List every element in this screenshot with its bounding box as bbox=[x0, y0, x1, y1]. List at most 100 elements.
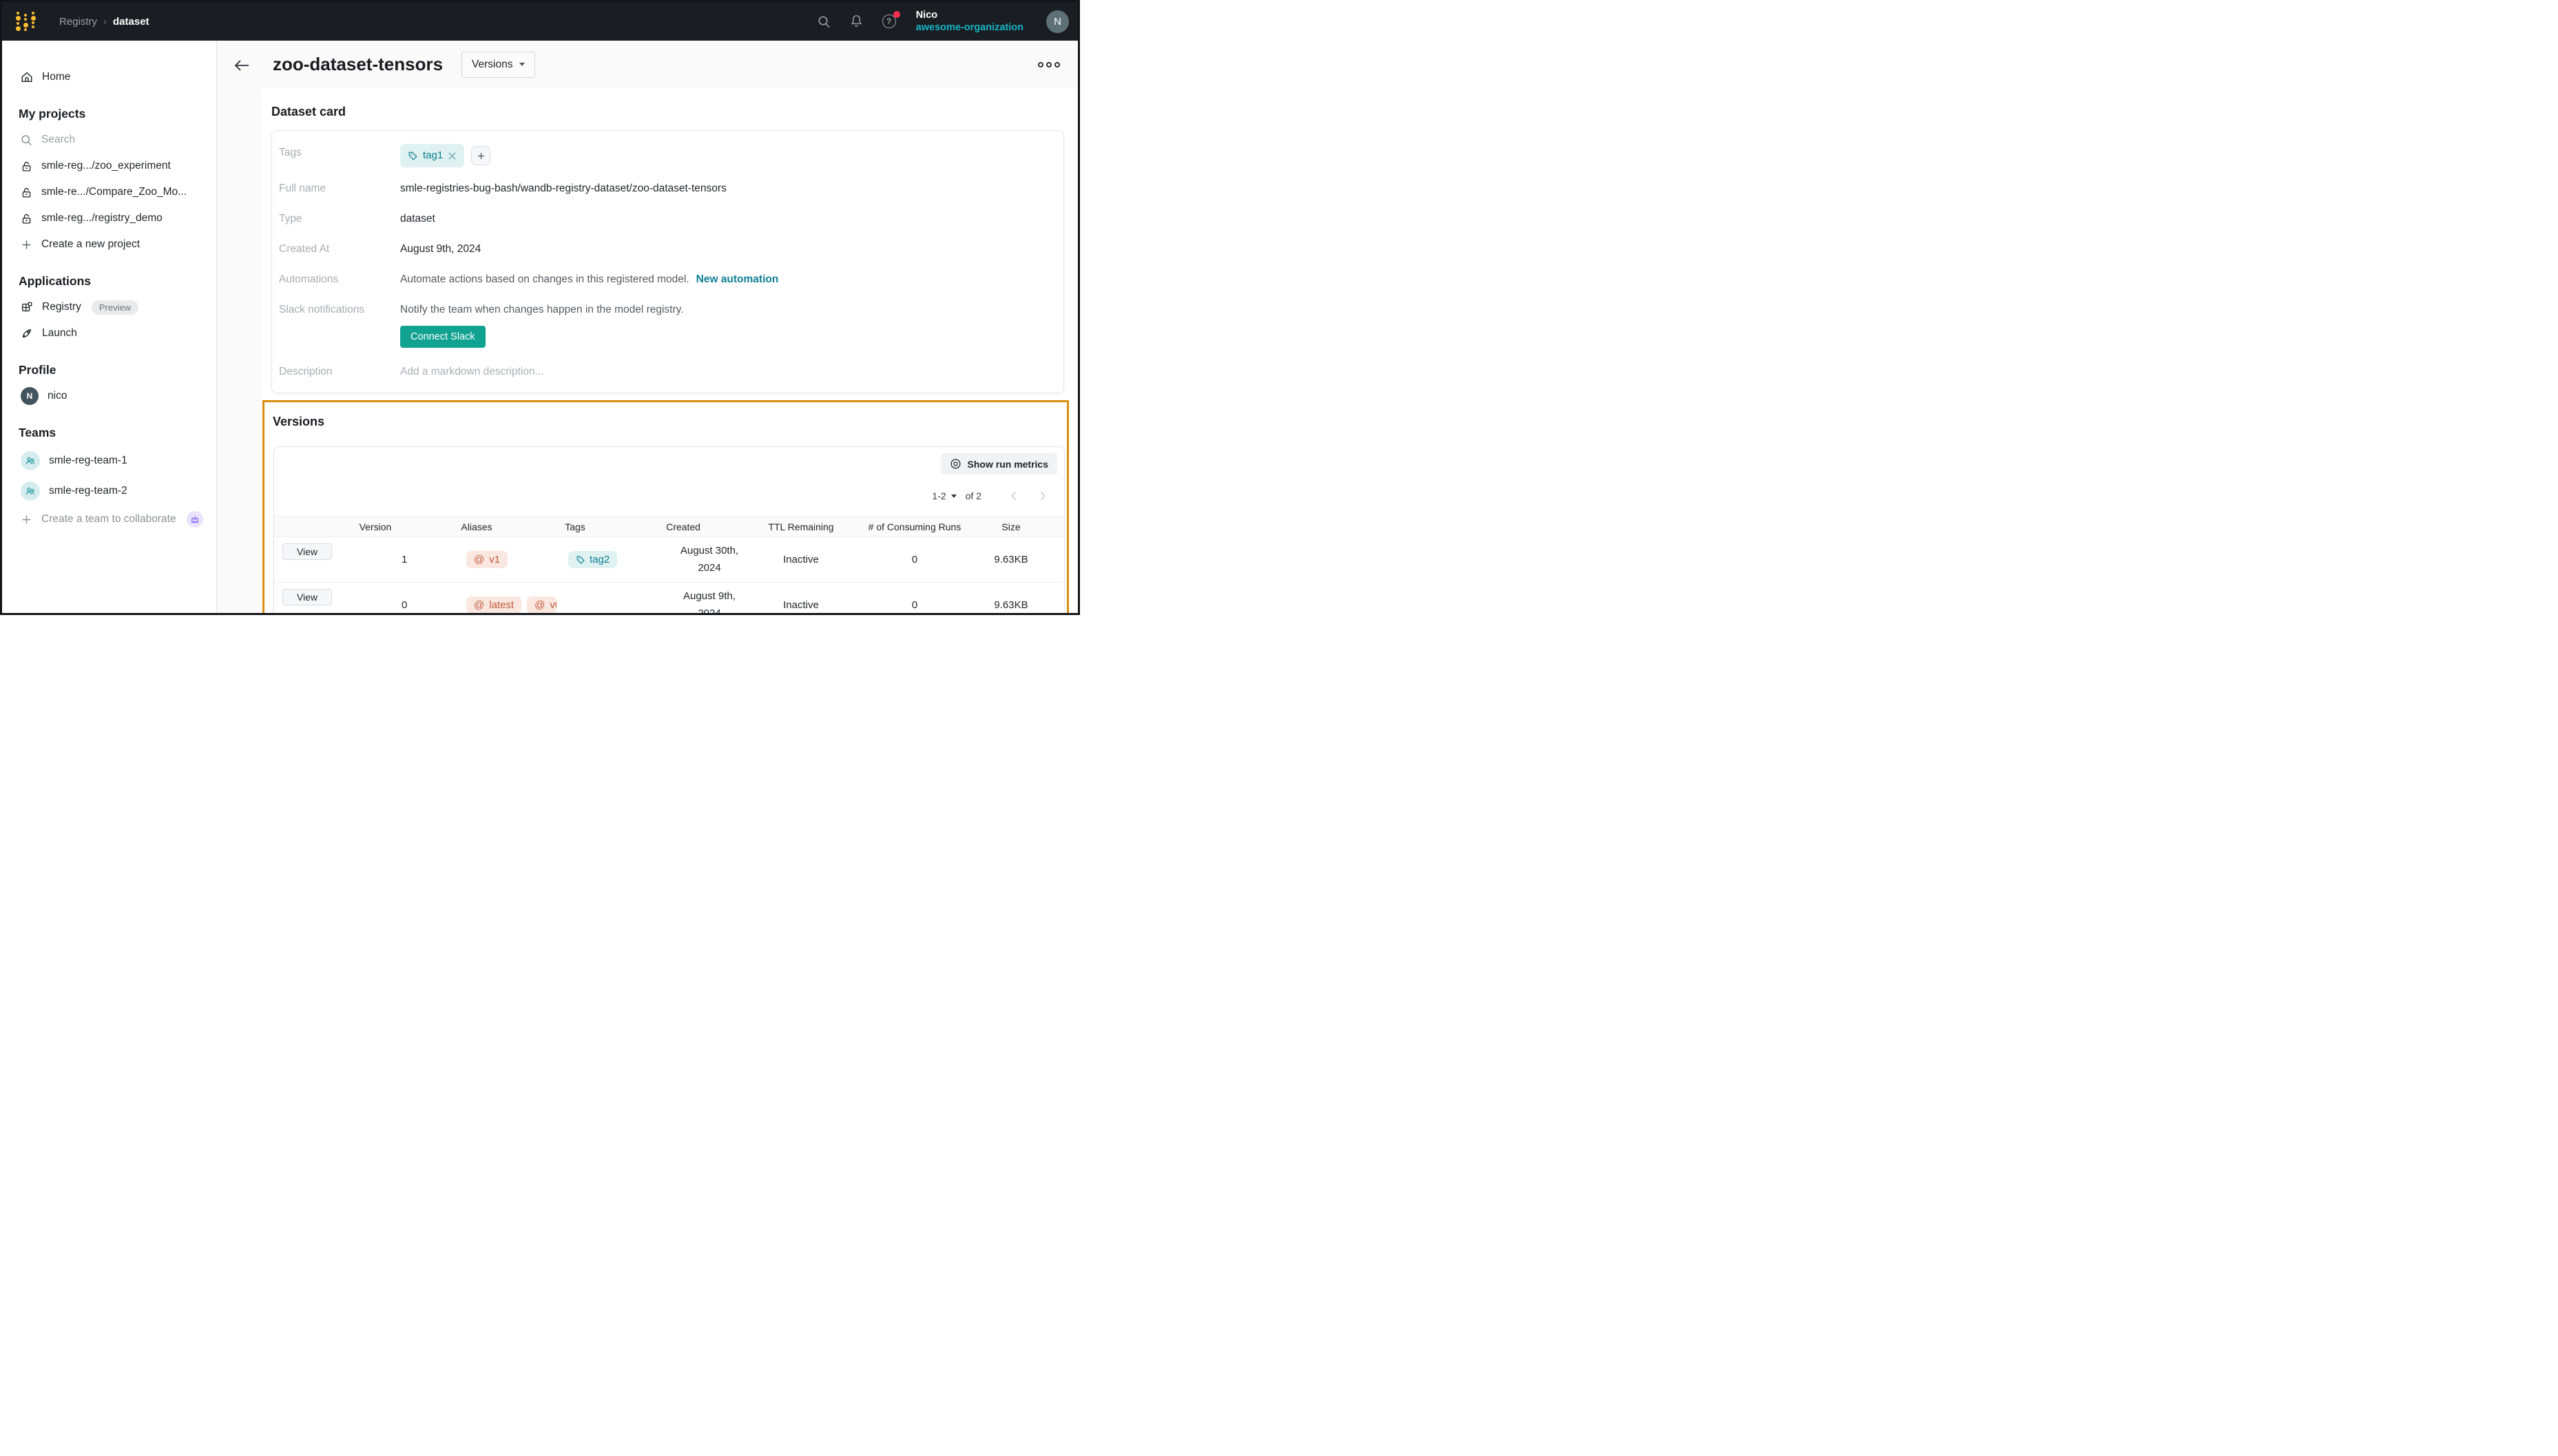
pagination-range-dropdown[interactable]: 1-2 bbox=[932, 490, 957, 501]
sidebar-team-item[interactable]: smle-reg-team-2 bbox=[2, 476, 216, 506]
tag-remove-icon[interactable] bbox=[448, 152, 457, 160]
lock-icon bbox=[22, 214, 31, 224]
search-input[interactable] bbox=[41, 134, 172, 146]
version-cell: 0 bbox=[402, 599, 408, 611]
versions-highlight-region: Versions Show run metrics 1-2 bbox=[262, 400, 1069, 613]
create-new-project-button[interactable]: Create a new project bbox=[2, 231, 216, 258]
add-tag-button[interactable] bbox=[471, 146, 491, 165]
column-header-ttl[interactable]: TTL Remaining bbox=[768, 521, 834, 532]
project-label: smle-re.../Compare_Zoo_Mo... bbox=[41, 186, 187, 198]
profile-username: nico bbox=[48, 390, 67, 402]
slack-button-row: Connect Slack bbox=[279, 320, 1057, 357]
projects-search[interactable] bbox=[2, 127, 216, 153]
show-run-metrics-label: Show run metrics bbox=[967, 458, 1048, 470]
full-name-field: Full name smle-registries-bug-bash/wandb… bbox=[279, 174, 1057, 204]
plus-icon bbox=[22, 240, 31, 249]
column-header-tags[interactable]: Tags bbox=[565, 521, 585, 532]
tag-label: tag1 bbox=[423, 149, 444, 161]
topbar-actions: ? Nico awesome-organization N bbox=[817, 9, 1069, 34]
versions-dropdown[interactable]: Versions bbox=[461, 51, 535, 78]
help-icon[interactable]: ? bbox=[882, 11, 900, 29]
sidebar-project-item[interactable]: smle-reg.../zoo_experiment bbox=[2, 153, 216, 179]
full-name-label: Full name bbox=[279, 183, 326, 194]
created-cell: August 9th, 2024 bbox=[616, 588, 751, 613]
breadcrumb-registry-link[interactable]: Registry bbox=[59, 15, 98, 28]
view-version-button[interactable]: View bbox=[282, 589, 332, 605]
app-body: Home My projects smle-reg.../zoo_experim… bbox=[2, 41, 1078, 613]
description-label: Description bbox=[279, 366, 333, 377]
show-run-metrics-button[interactable]: Show run metrics bbox=[940, 453, 1057, 475]
sidebar-item-registry[interactable]: Registry Preview bbox=[2, 294, 216, 320]
column-header-size[interactable]: Size bbox=[1001, 521, 1021, 532]
project-label: smle-reg.../registry_demo bbox=[41, 212, 163, 224]
column-header-aliases[interactable]: Aliases bbox=[461, 521, 492, 532]
sidebar-project-item[interactable]: smle-re.../Compare_Zoo_Mo... bbox=[2, 179, 216, 205]
sidebar-project-item[interactable]: smle-reg.../registry_demo bbox=[2, 205, 216, 231]
profile-avatar: N bbox=[21, 387, 39, 405]
sidebar-item-launch[interactable]: Launch bbox=[2, 320, 216, 346]
slack-label: Slack notifications bbox=[279, 304, 365, 315]
create-project-label: Create a new project bbox=[41, 238, 141, 250]
breadcrumb-current-page: dataset bbox=[113, 15, 149, 28]
wandb-logo-icon[interactable] bbox=[16, 10, 36, 32]
column-header-consuming-runs[interactable]: # of Consuming Runs bbox=[868, 521, 961, 532]
table-row[interactable]: View 0 @ latest @ v0 August 9th, 2024 Inac… bbox=[274, 583, 1064, 613]
registry-grid-icon bbox=[22, 302, 32, 312]
size-cell: 9.63KB bbox=[994, 599, 1028, 611]
versions-dropdown-label: Versions bbox=[472, 58, 513, 70]
column-header-created[interactable]: Created bbox=[666, 521, 700, 532]
size-cell: 9.63KB bbox=[994, 554, 1028, 565]
team-avatar-icon bbox=[21, 481, 40, 501]
previous-page-button[interactable] bbox=[1008, 490, 1020, 502]
rocket-icon bbox=[22, 329, 32, 338]
home-icon bbox=[21, 72, 32, 83]
top-navbar: Registry › dataset ? Nico awesome-organi… bbox=[2, 2, 1078, 41]
overflow-menu-button[interactable] bbox=[1035, 59, 1063, 70]
tag-pill: tag2 bbox=[568, 551, 618, 568]
connect-slack-button[interactable]: Connect Slack bbox=[400, 326, 486, 348]
team-label: smle-reg-team-2 bbox=[49, 485, 127, 497]
view-version-button[interactable]: View bbox=[282, 543, 332, 560]
alias-label: latest bbox=[489, 599, 514, 611]
versions-card-toolbar: Show run metrics 1-2 of 2 bbox=[274, 447, 1064, 516]
tags-cell: tag2 bbox=[534, 551, 618, 568]
lock-icon bbox=[22, 187, 31, 198]
sidebar-item-home[interactable]: Home bbox=[2, 64, 216, 90]
avatar[interactable]: N bbox=[1046, 10, 1069, 33]
notification-dot bbox=[893, 11, 900, 18]
created-cell: August 30th, 2024 bbox=[616, 543, 751, 577]
page-title: zoo-dataset-tensors bbox=[273, 54, 444, 74]
app-window: Registry › dataset ? Nico awesome-organi… bbox=[0, 0, 1080, 615]
slack-field: Slack notifications Notify the team when… bbox=[279, 295, 1057, 320]
user-menu[interactable]: Nico awesome-organization bbox=[916, 9, 1023, 34]
column-header-version[interactable]: Version bbox=[359, 521, 392, 532]
description-placeholder[interactable]: Add a markdown description... bbox=[400, 366, 544, 377]
user-name: Nico bbox=[915, 9, 938, 21]
created-date: August 30th, 2024 bbox=[680, 544, 739, 574]
consuming-runs-cell: 0 bbox=[911, 554, 918, 565]
main-content: Dataset card Tags tag1 bbox=[261, 88, 1078, 613]
chevron-down-icon bbox=[950, 494, 957, 498]
sidebar-team-item[interactable]: smle-reg-team-1 bbox=[2, 446, 216, 476]
next-page-button[interactable] bbox=[1037, 490, 1049, 502]
create-team-button[interactable]: Create a team to collaborate bbox=[2, 506, 216, 532]
aliases-cell: @ v1 bbox=[419, 551, 534, 568]
search-icon[interactable] bbox=[817, 14, 832, 29]
dataset-card-title: Dataset card bbox=[271, 105, 346, 118]
pagination-total: of 2 bbox=[965, 490, 981, 501]
plus-icon bbox=[477, 152, 484, 159]
team-label: smle-reg-team-1 bbox=[49, 455, 127, 466]
alias-at-prefix: @ bbox=[474, 599, 485, 611]
search-icon bbox=[21, 134, 32, 145]
launch-label: Launch bbox=[42, 327, 77, 339]
notifications-bell-icon[interactable] bbox=[849, 14, 864, 29]
chevron-down-icon bbox=[519, 63, 525, 66]
alias-label: v1 bbox=[489, 554, 501, 565]
type-label: Type bbox=[279, 213, 302, 225]
created-at-value: August 9th, 2024 bbox=[400, 243, 481, 255]
new-automation-link[interactable]: New automation bbox=[696, 273, 779, 285]
table-row[interactable]: View 1 @ v1 tag2 August 30 bbox=[274, 537, 1064, 583]
back-button[interactable] bbox=[232, 57, 251, 76]
type-value: dataset bbox=[400, 213, 435, 225]
sidebar-profile-user[interactable]: N nico bbox=[2, 383, 216, 409]
